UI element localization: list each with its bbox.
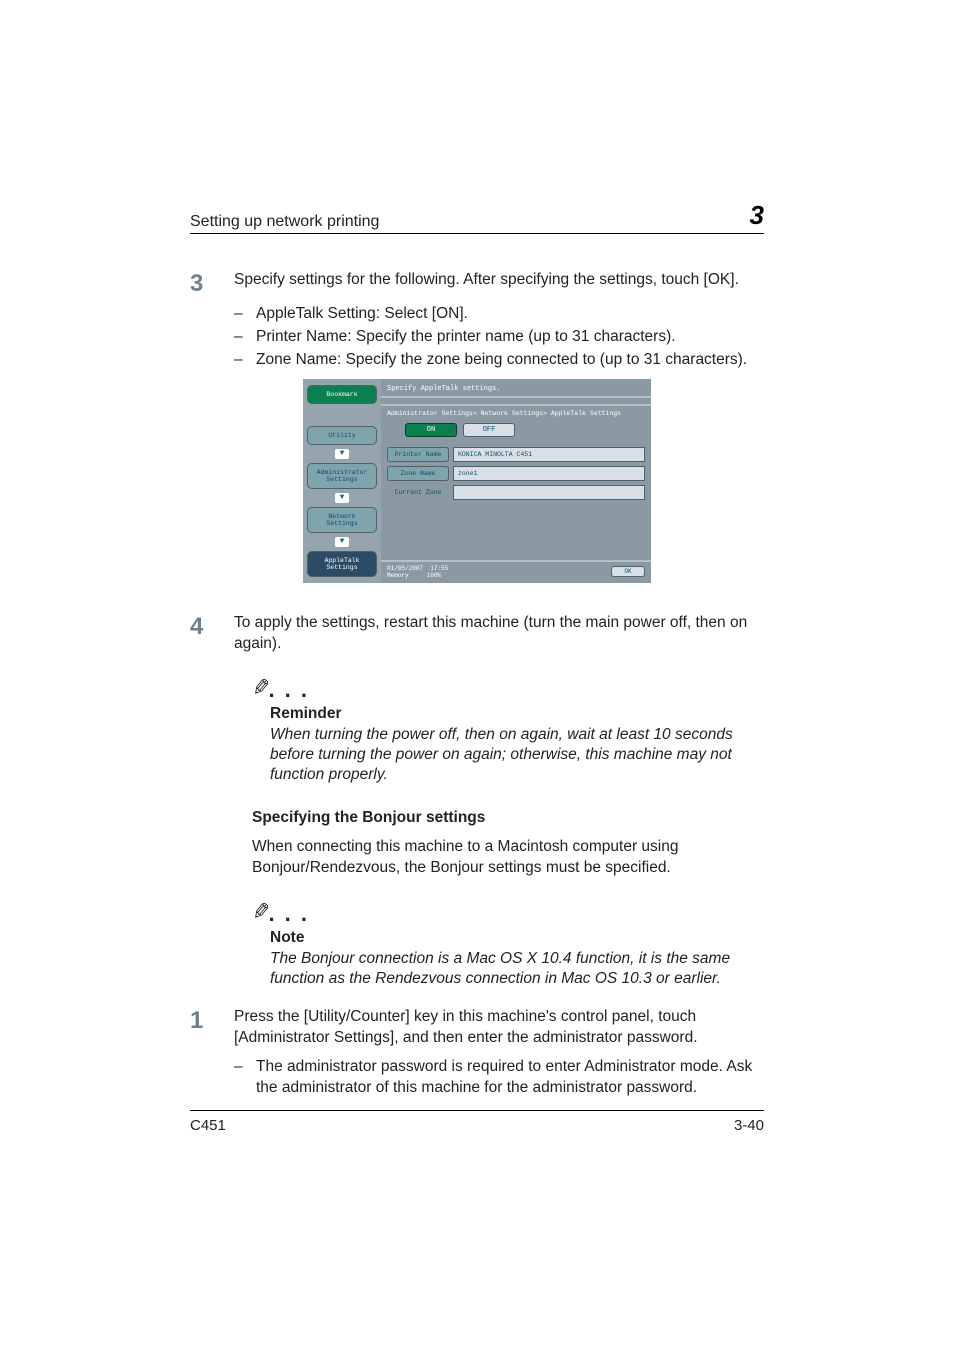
note-body: The Bonjour connection is a Mac OS X 10.… [270,949,764,989]
panel-nav: Bookmark Utility ▼ Administrator Setting… [303,379,381,583]
step-4-text: To apply the settings, restart this mach… [234,613,764,655]
step-3-text: Specify settings for the following. Afte… [234,270,764,291]
step-4: 4 To apply the settings, restart this ma… [190,613,764,655]
current-zone-label: Current Zone [387,486,449,499]
on-button[interactable]: ON [405,423,457,437]
off-button[interactable]: OFF [463,423,515,437]
arrow-down-icon: ▼ [335,537,349,547]
nav-network-settings[interactable]: Network Settings [307,507,377,533]
step-3-item-2: Zone Name: Specify the zone being connec… [256,350,747,371]
ok-button[interactable]: OK [611,566,645,577]
page-header: Setting up network printing 3 [190,200,764,234]
step-3-item-1: Printer Name: Specify the printer name (… [256,327,676,348]
bonjour-heading: Specifying the Bonjour settings [252,809,764,827]
chapter-number: 3 [750,200,764,231]
step-4-number: 4 [190,613,208,639]
zone-name-label: Zone Name [387,466,449,481]
panel-content: Specify AppleTalk settings. Administrato… [381,379,651,583]
control-panel-screenshot: Bookmark Utility ▼ Administrator Setting… [303,379,651,583]
note-block: ✎. . . Note The Bonjour connection is a … [252,899,764,989]
note-heading: Note [270,929,764,947]
arrow-down-icon: ▼ [335,493,349,503]
step-1-text: Press the [Utility/Counter] key in this … [234,1007,764,1049]
reminder-body: When turning the power off, then on agai… [270,725,764,785]
dash-icon: – [234,350,244,371]
ellipsis-icon: . . . [268,901,309,926]
panel-footer: 01/05/2007 17:55 Memory 100% OK [381,560,651,583]
printer-name-label: Printer Name [387,447,449,462]
reminder-heading: Reminder [270,705,764,723]
step-1-sublist: –The administrator password is required … [234,1057,764,1099]
step-3-number: 3 [190,270,208,296]
nav-appletalk-settings[interactable]: AppleTalk Settings [307,551,377,577]
footer-model: C451 [190,1117,226,1134]
bonjour-intro: When connecting this machine to a Macint… [252,837,764,879]
dash-icon: – [234,1057,244,1099]
page-footer: C451 3-40 [190,1110,764,1134]
dash-icon: – [234,327,244,348]
toggle-row: ON OFF [381,421,651,445]
step-1-sub: The administrator password is required t… [256,1057,764,1099]
reminder-block: ✎. . . Reminder When turning the power o… [252,675,764,785]
nav-utility[interactable]: Utility [307,426,377,445]
dash-icon: – [234,304,244,325]
header-title: Setting up network printing [190,213,379,231]
step-1-number: 1 [190,1007,208,1033]
zone-name-field[interactable]: zone1 [453,466,645,481]
nav-admin-settings[interactable]: Administrator Settings [307,463,377,489]
pencil-icon: ✎ [251,674,272,702]
panel-caption: Specify AppleTalk settings. [381,379,651,398]
ellipsis-icon: . . . [268,677,309,702]
step-3: 3 Specify settings for the following. Af… [190,270,764,296]
step-3-sublist: –AppleTalk Setting: Select [ON]. –Printe… [234,304,764,371]
step-3-item-0: AppleTalk Setting: Select [ON]. [256,304,468,325]
current-zone-field [453,485,645,500]
breadcrumb: Administrator Settings> Network Settings… [381,406,651,421]
nav-bookmark[interactable]: Bookmark [307,385,377,404]
step-1: 1 Press the [Utility/Counter] key in thi… [190,1007,764,1049]
pencil-icon: ✎ [251,898,272,926]
printer-name-field[interactable]: KONICA MINOLTA C451 [453,447,645,462]
arrow-down-icon: ▼ [335,449,349,459]
footer-page: 3-40 [734,1117,764,1134]
panel-footer-meta: 01/05/2007 17:55 Memory 100% [387,565,448,579]
